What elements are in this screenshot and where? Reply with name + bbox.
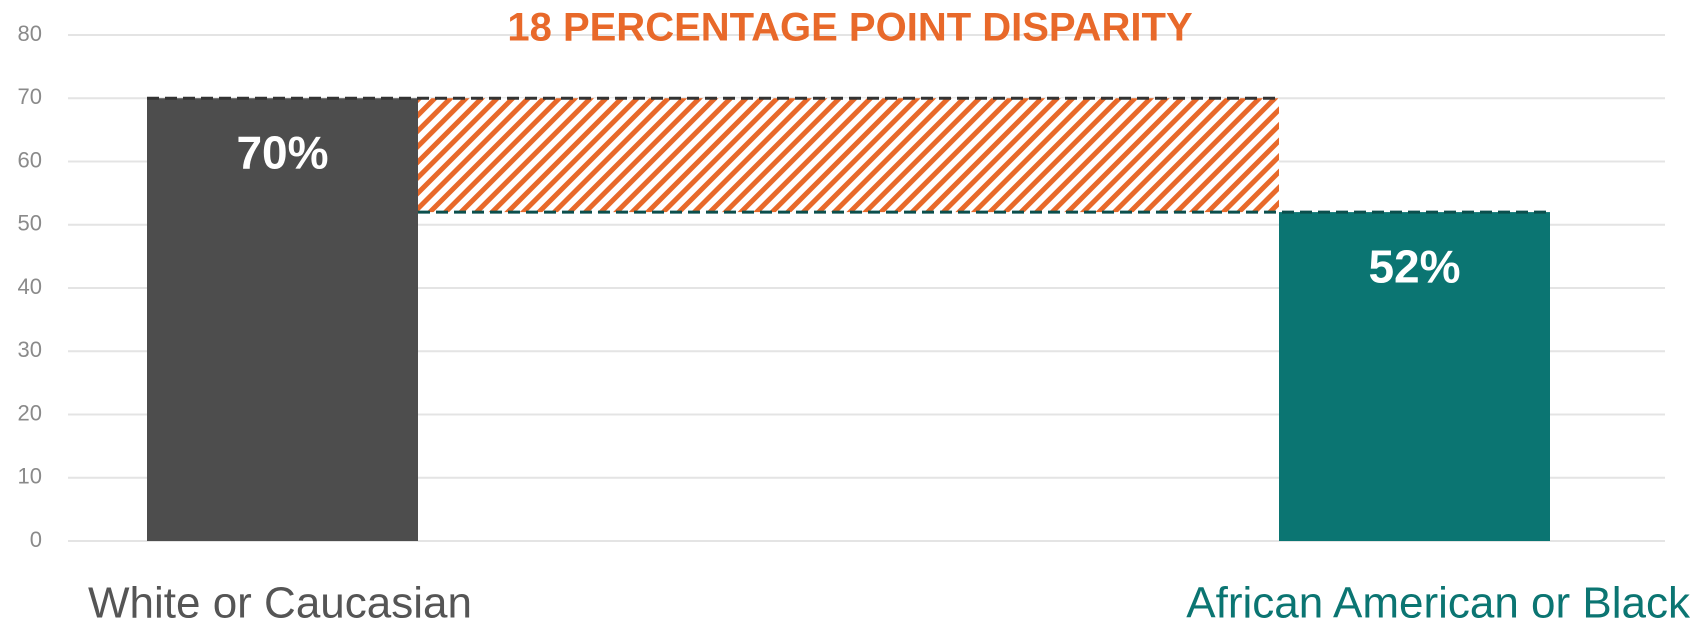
y-tick-label: 70 [18, 84, 42, 109]
category-label: African American or Black [1186, 579, 1691, 628]
bar [147, 98, 418, 541]
y-tick-label: 60 [18, 147, 42, 172]
y-tick-label: 0 [30, 527, 42, 552]
chart-annotation: 18 PERCENTAGE POINT DISPARITY [507, 6, 1193, 50]
y-tick-label: 10 [18, 464, 42, 489]
disparity-hatch [418, 98, 1279, 213]
y-tick-label: 50 [18, 211, 42, 236]
value-label: 70% [236, 126, 328, 178]
y-tick-label: 30 [18, 337, 42, 362]
y-tick-label: 40 [18, 274, 42, 299]
bar [1279, 212, 1550, 541]
bars: 70% 52% [147, 96, 1550, 541]
y-tick-label: 20 [18, 400, 42, 425]
value-label: 52% [1368, 240, 1460, 292]
y-tick-label: 80 [18, 21, 42, 46]
category-label: White or Caucasian [88, 579, 472, 628]
